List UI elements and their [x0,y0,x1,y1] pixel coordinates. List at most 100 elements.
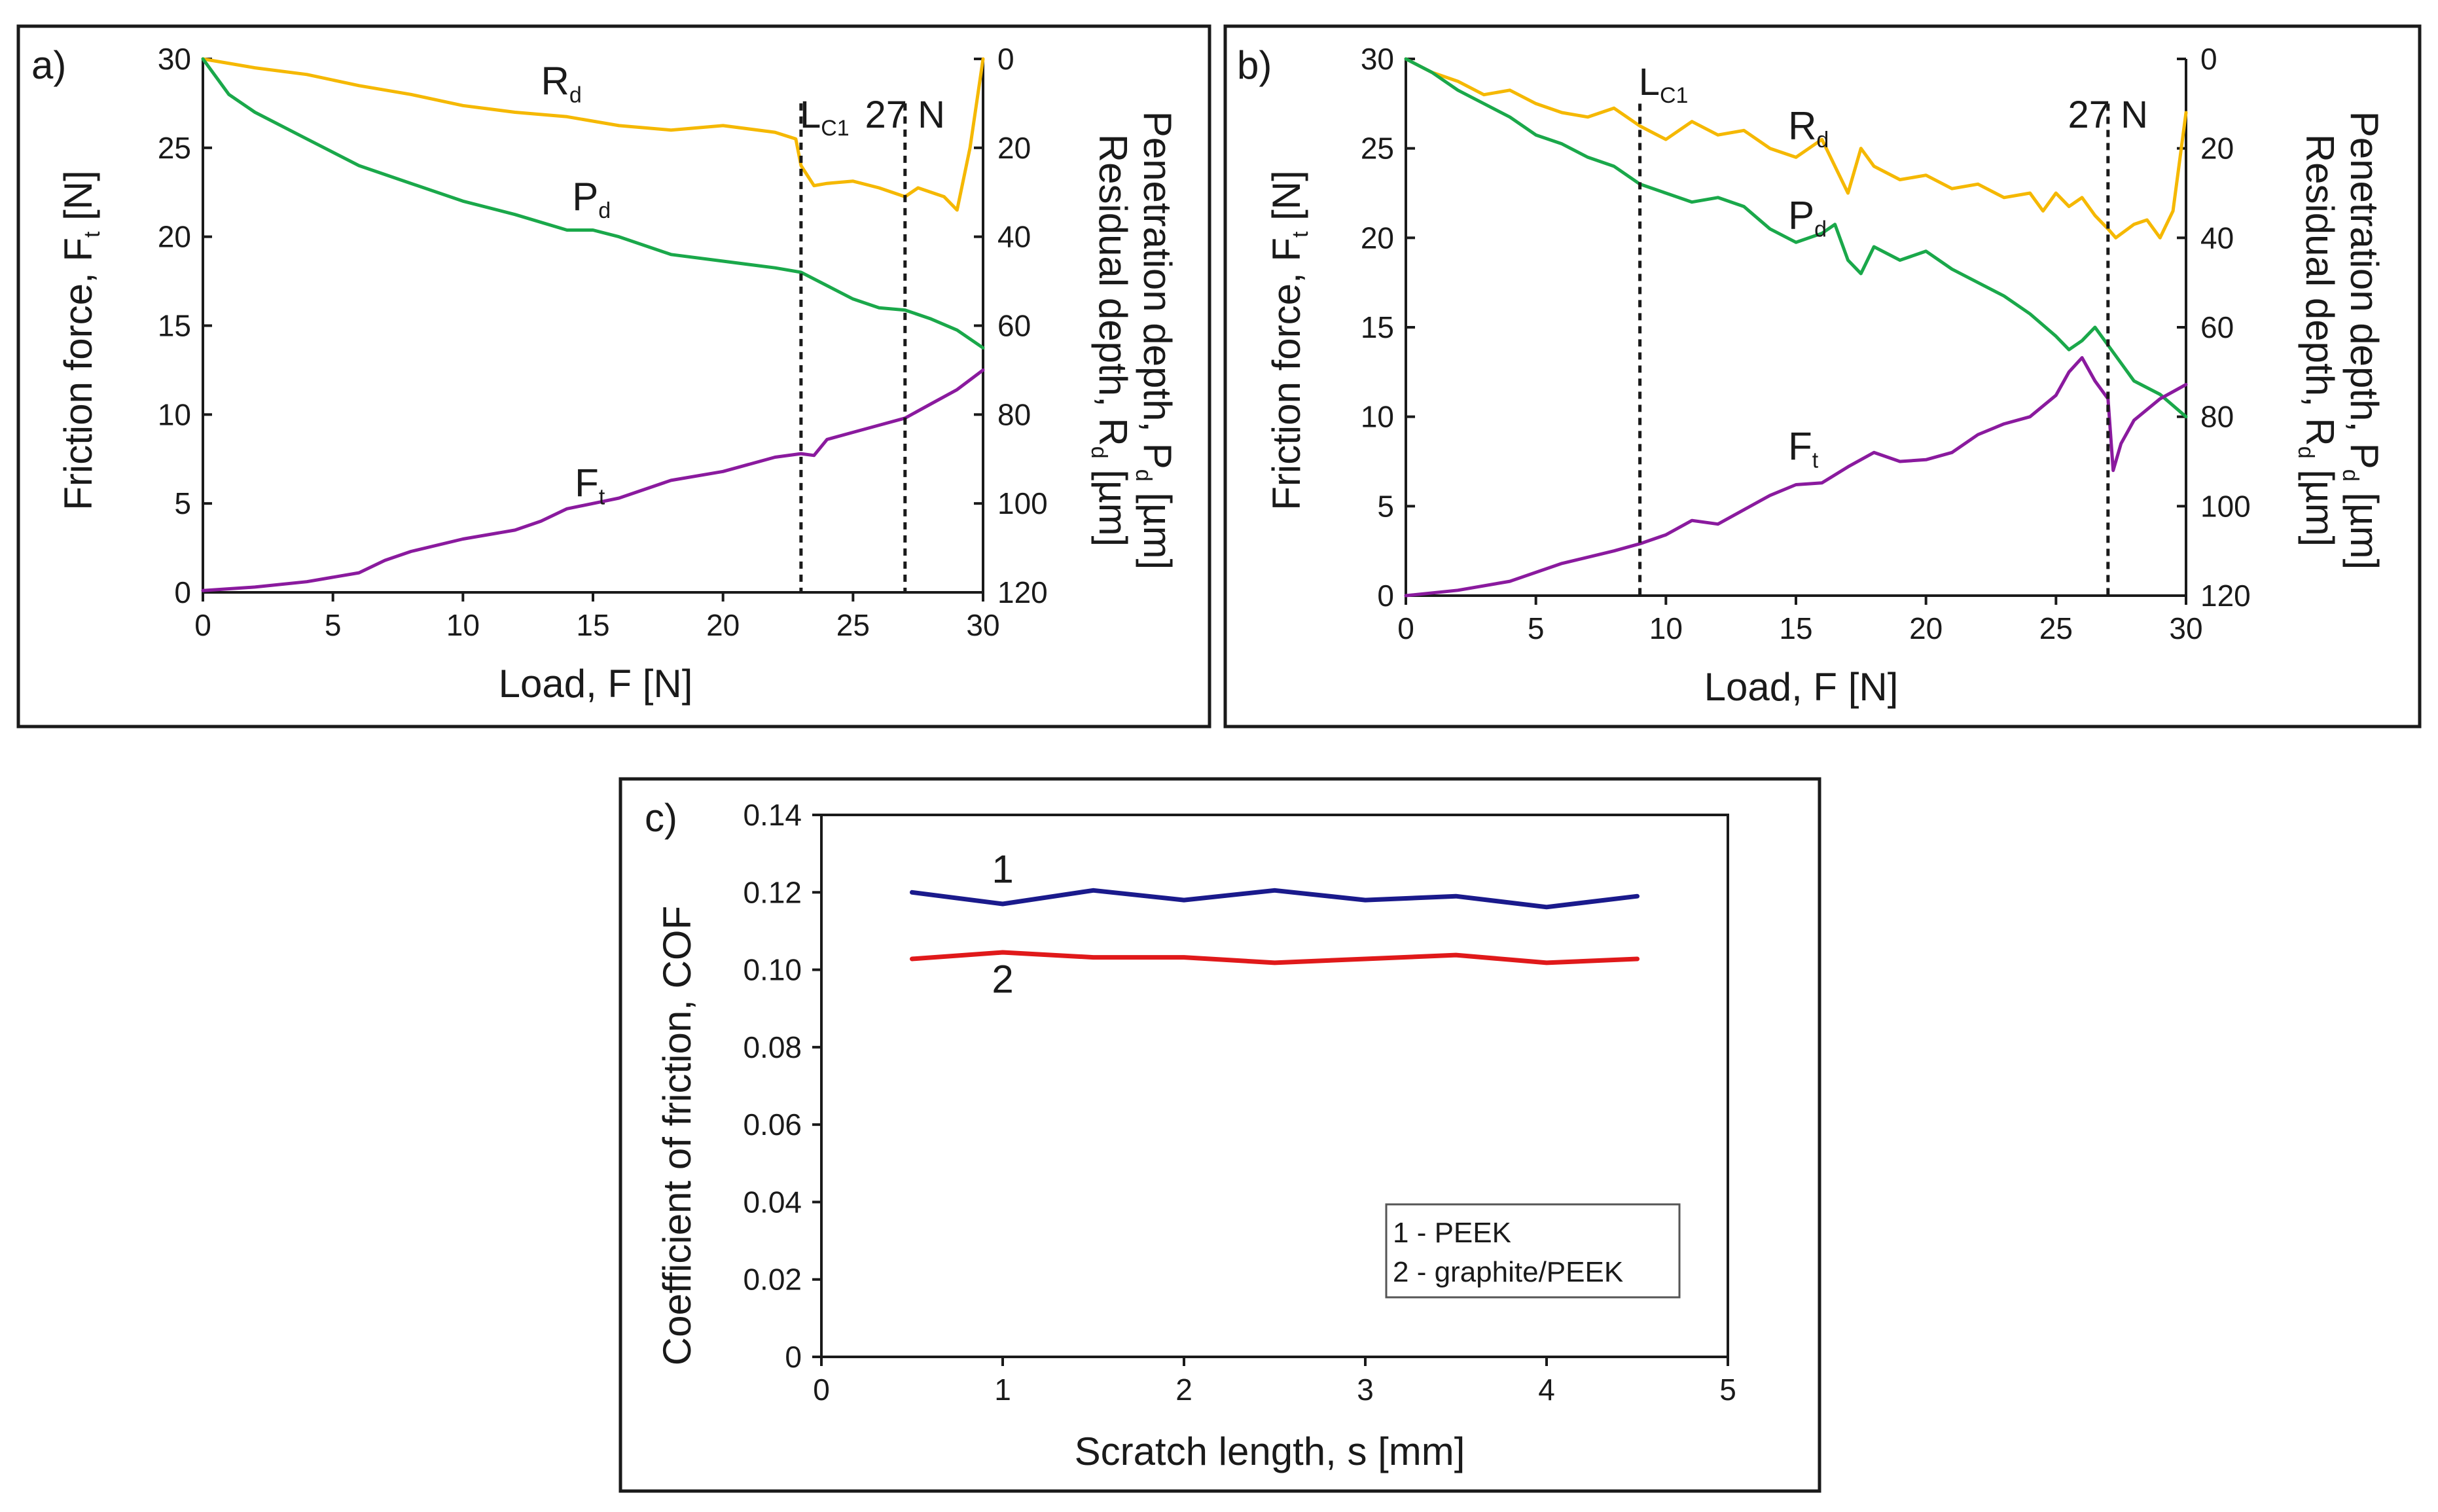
panel-b-marker-label: 27 N [2068,94,2149,136]
panel-a-left-tick-label: 0 [174,575,191,609]
panel-a-series-f-t [201,368,985,592]
panel-c-y-axis-title: Coefficient of friction, COF [655,906,699,1365]
panel-b-curve-label-f-t: Ft [1788,424,1819,473]
panel-a-series-p-d [201,57,985,350]
panel-a-curve-label-p-d: Pd [572,175,611,223]
panel-a-x-axis-title: Load, F [N] [499,662,693,706]
panel-b-x-tick-label: 10 [1649,611,1683,645]
panel-c-y-tick-label: 0.12 [743,875,802,909]
panel-a-x-tick-label: 5 [325,608,342,642]
panel-a-x-tick-label: 15 [576,608,609,642]
panel-c-series-2 [910,950,1640,965]
panel-b-x-tick-label: 25 [2039,611,2073,645]
panel-a-marker-label: LC1 [800,94,850,141]
panel-b-x-tick-label: 0 [1397,611,1414,645]
panel-b-right-tick-label: 0 [2200,42,2217,76]
panel-b-left-tick-label: 5 [1377,489,1394,523]
panel-a-right-tick-label: 0 [997,42,1014,76]
panel-b-left-tick-label: 30 [1361,42,1394,76]
panel-a-left-tick-label: 25 [158,131,191,165]
panel-c-x-tick-label: 5 [1719,1373,1736,1407]
panel-c-y-tick-label: 0.02 [743,1263,802,1297]
panel-a-x-tick-label: 0 [194,608,211,642]
panel-a-right-tick-label: 100 [997,486,1048,520]
panel-b-right-tick-label: 80 [2200,400,2234,434]
panel-a-right-tick-label: 60 [997,309,1031,343]
panel-b-x-tick-label: 15 [1779,611,1812,645]
panel-b-left-tick-label: 10 [1361,400,1394,434]
panel-b-right-tick-label: 40 [2200,221,2234,255]
panel-a-x-tick-label: 25 [836,608,870,642]
panel-a-right-axis-title-residual: Residual depth, Rd [µm] [1086,134,1135,547]
panel-b-right-axis-title-penetration: Penetration depth, Pd [µm] [2338,111,2386,570]
panel-b-left-axis-title: Friction force, Ft [N] [1264,170,1313,511]
panel-c-y-tick-label: 0.14 [743,798,802,832]
panel-a-left-tick-label: 5 [174,486,191,520]
panel-a: a) 0 5 10 15 20 25 30 0 5 10 15 20 25 30 0 20 40 60 80 100 1… [16,24,1211,729]
legend-entry-graphite-peek: 2 - graphite/PEEK [1393,1256,1623,1288]
panel-b-x-tick-label: 5 [1528,611,1545,645]
panel-a-curve-label-f-t: Ft [575,461,605,509]
panel-b-curve-label-p-d: Pd [1788,194,1827,242]
panel-c-x-tick-label: 1 [994,1373,1011,1407]
panel-b-x-axis-title: Load, F [N] [1704,665,1899,709]
panel-a-x-tick-label: 30 [966,608,999,642]
panel-b-right-tick-label: 120 [2200,579,2251,613]
panel-c-y-tick-label: 0 [785,1340,802,1374]
panel-b-left-tick-label: 20 [1361,221,1394,255]
panel-a-right-tick-label: 120 [997,575,1048,609]
panel-a-series-r-d [201,57,985,212]
panel-a-left-tick-label: 10 [158,397,191,431]
panel-c-y-tick-label: 0.04 [743,1185,802,1219]
panel-b-x-tick-label: 30 [2169,611,2202,645]
panel-a-label: a) [31,43,66,87]
panel-b: b) 0 5 10 15 20 25 30 0 5 10 15 20 25 30 0 20 40 60 80 100 1… [1223,24,2422,729]
panel-a-left-tick-label: 15 [158,309,191,343]
panel-c-x-tick-label: 3 [1357,1373,1374,1407]
panel-b-left-tick-label: 25 [1361,132,1394,166]
panel-c-series-2-label: 2 [992,957,1013,1001]
panel-a-right-tick-label: 40 [997,220,1031,254]
panel-c-legend-box [1385,1203,1681,1299]
panel-a-plot-area: 0 5 10 15 20 25 30 0 5 10 15 20 25 30 0 20 40 60 80 100 120 L… [158,42,1048,642]
panel-c-legend: 1 - PEEK 2 - graphite/PEEK [1385,1203,1681,1299]
panel-b-left-tick-label: 15 [1361,310,1394,344]
panel-b-plot-area: 0 5 10 15 20 25 30 0 5 10 15 20 25 30 0 20 40 60 80 100 120 L… [1361,42,2251,645]
panel-a-right-tick-label: 20 [997,131,1031,165]
panel-b-x-tick-label: 20 [1909,611,1943,645]
panel-b-marker-label: LC1 [1639,61,1689,108]
legend-entry-peek: 1 - PEEK [1393,1217,1511,1249]
panel-c-frame [618,777,1821,1493]
panel-c-x-axis-title: Scratch length, s [mm] [1075,1430,1465,1473]
panel-c-series-1 [910,888,1640,910]
panel-c-x-tick-label: 2 [1175,1373,1192,1407]
panel-a-right-axis-title-penetration: Penetration depth, Pd [µm] [1131,111,1179,570]
panel-b-right-axis-title-residual: Residual depth, Rd [µm] [2293,134,2342,547]
panel-c-plot-area: 0 1 2 3 4 5 0 0.02 0.04 0.06 0.08 0.10 0.12 0.14 1 2 [743,798,1736,1407]
panel-b-series-f-t [1404,356,2188,598]
panel-a-curve-label-r-d: Rd [541,59,582,107]
panel-a-left-axis-title: Friction force, Ft [N] [56,170,105,511]
panel-c: c) 0 1 2 3 4 5 0 0.02 0.04 0.06 0.08 0.10 0.12 0.14 1 2… [618,777,1821,1493]
panel-a-left-tick-label: 30 [158,42,191,76]
panel-a-marker-label: 27 N [865,94,946,136]
panel-b-series-r-d [1404,57,2188,240]
panel-c-y-tick-label: 0.10 [743,953,802,987]
panel-b-right-tick-label: 20 [2200,132,2234,166]
panel-c-label: c) [645,796,677,840]
panel-b-frame [1223,24,2422,729]
panel-b-left-tick-label: 0 [1377,579,1394,613]
panel-b-label: b) [1237,43,1272,87]
panel-a-left-tick-label: 20 [158,220,191,254]
panel-a-x-tick-label: 10 [446,608,480,642]
panel-a-right-tick-label: 80 [997,397,1031,431]
panel-b-curve-label-r-d: Rd [1788,104,1829,153]
panel-a-x-tick-label: 20 [706,608,740,642]
panel-c-y-tick-label: 0.06 [743,1107,802,1142]
panel-b-series-p-d [1404,57,2188,419]
panel-c-series-1-label: 1 [992,848,1013,891]
panel-c-plot-frame [820,814,1729,1358]
panel-b-right-tick-label: 60 [2200,310,2234,344]
panel-a-frame [16,24,1211,729]
